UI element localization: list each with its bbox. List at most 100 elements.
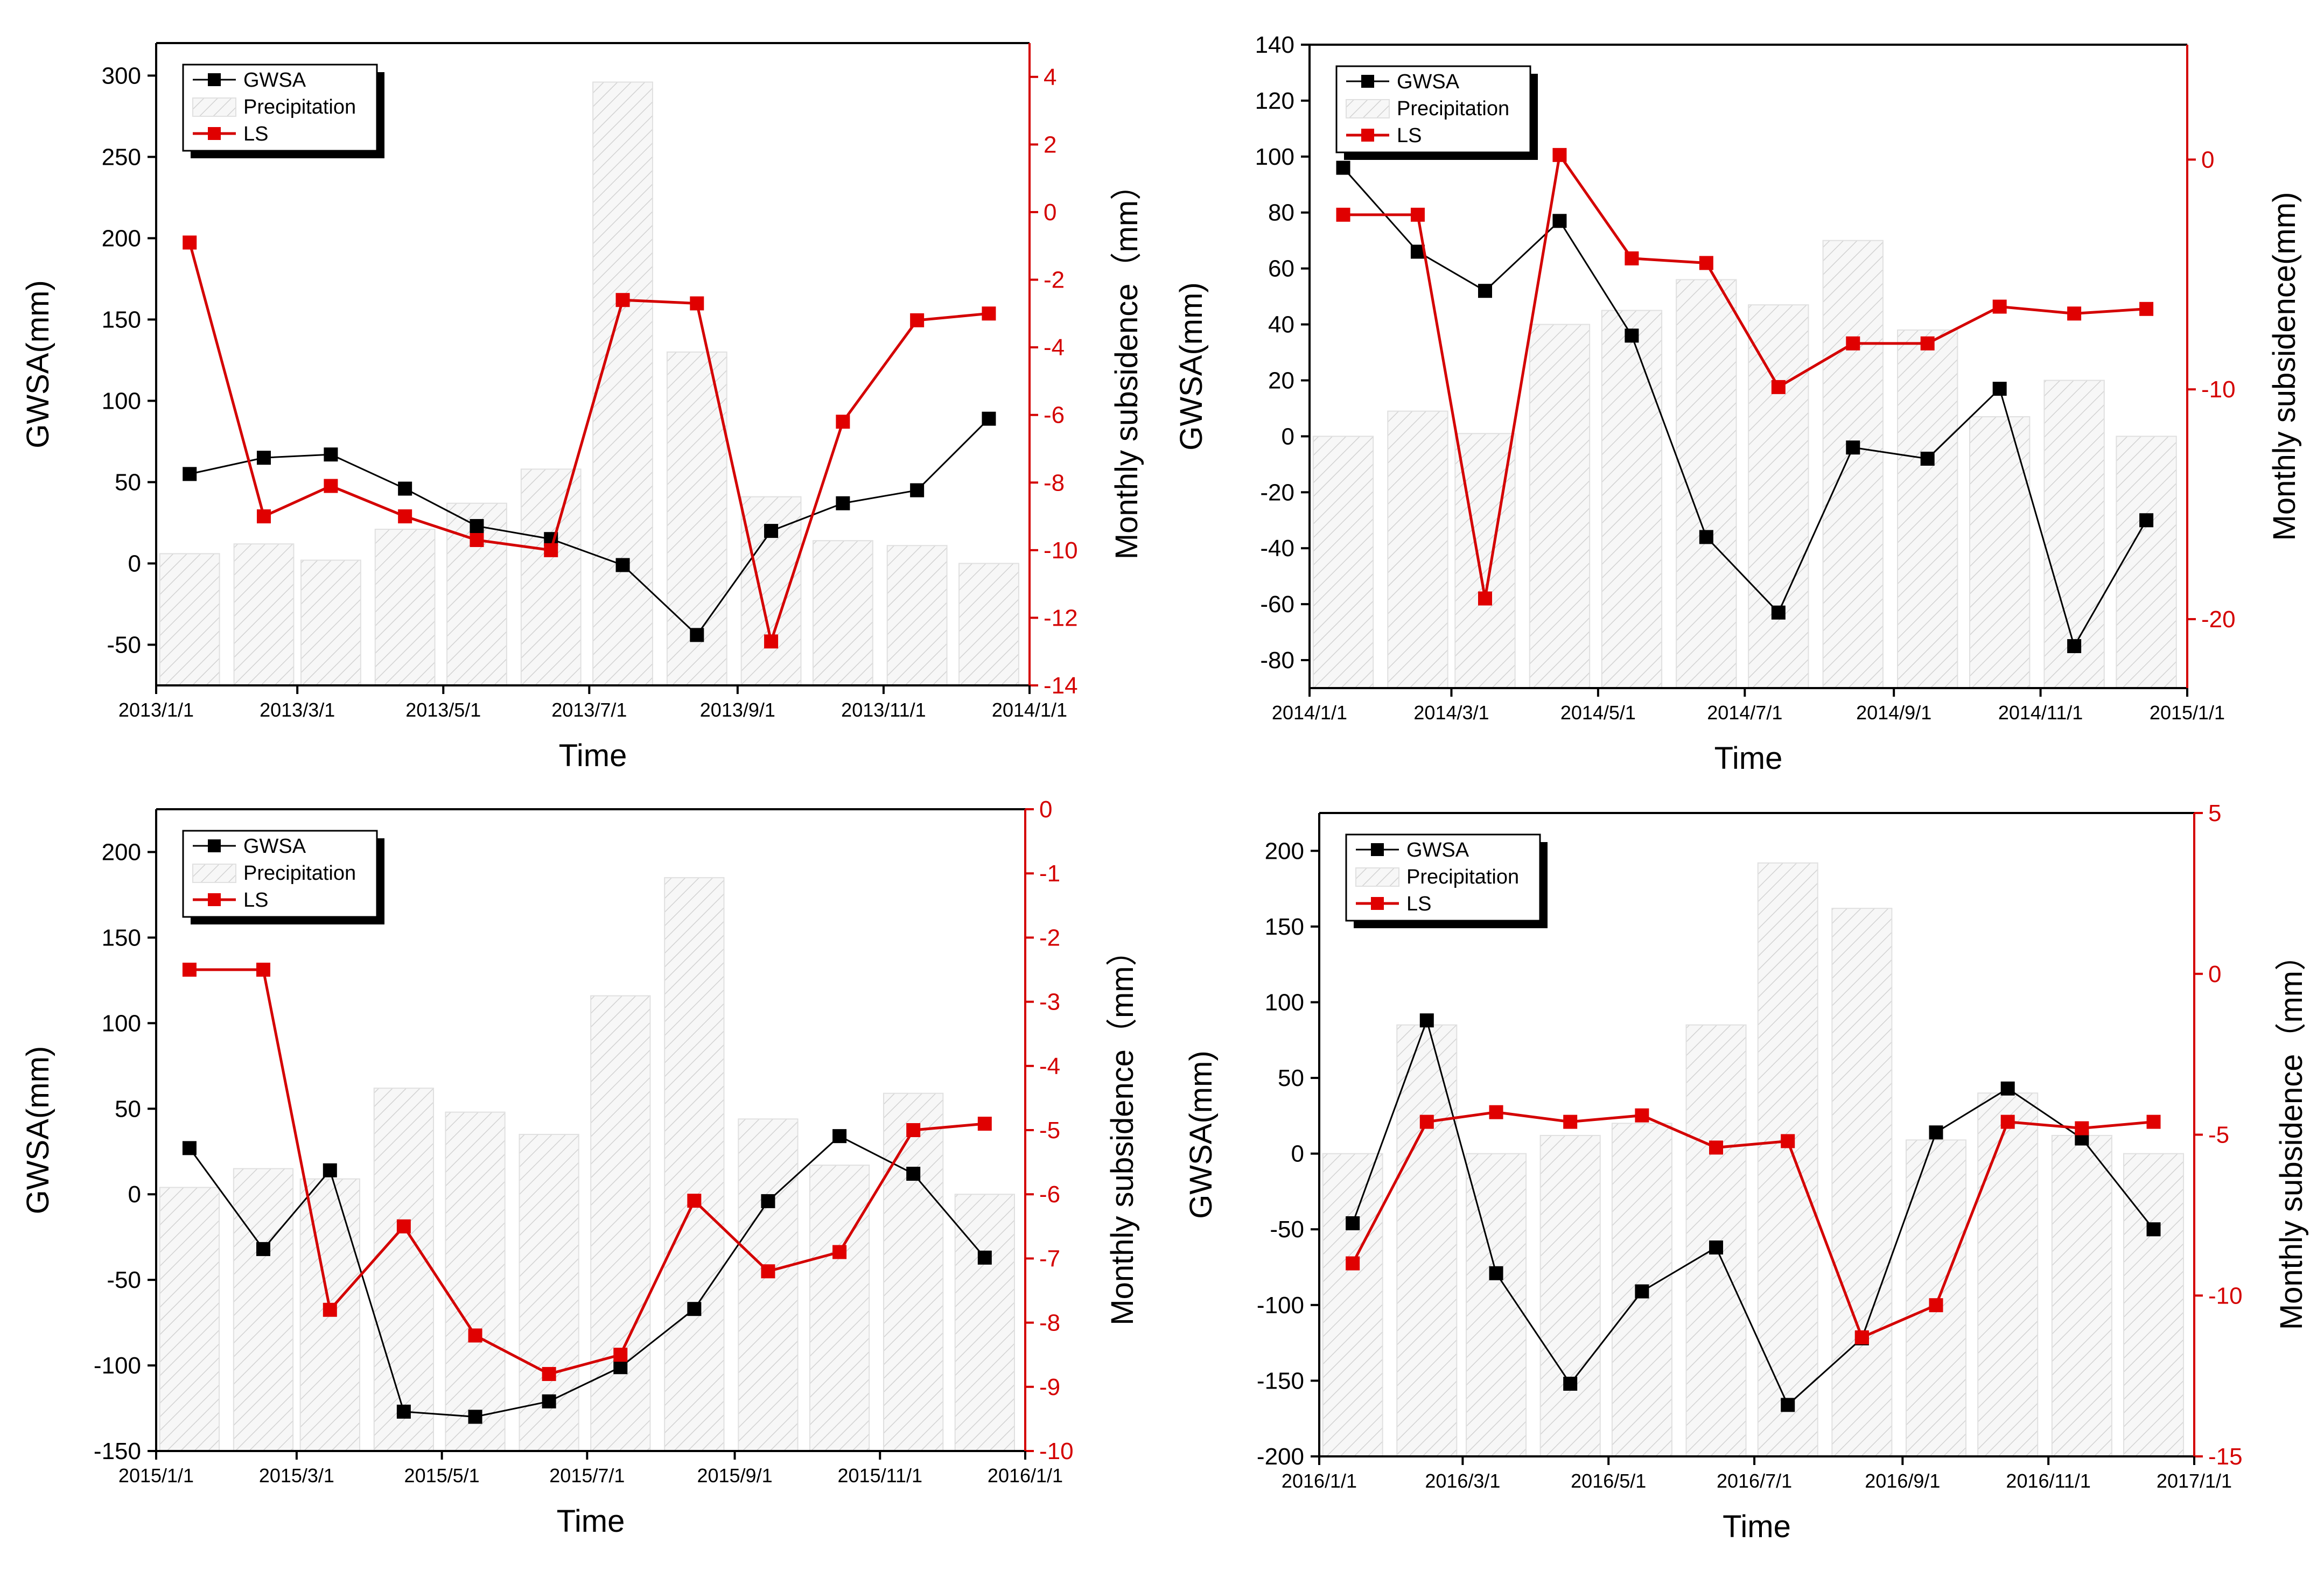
gwsa-point — [324, 447, 338, 462]
ls-point — [470, 533, 484, 548]
gwsa-point — [542, 1394, 556, 1408]
x-tick-label: 2016/5/1 — [1571, 1470, 1646, 1492]
precipitation-bar — [1322, 1153, 1383, 1457]
gwsa-point — [398, 481, 412, 496]
precipitation-bar — [592, 81, 653, 686]
legend-marker-ls — [1371, 897, 1384, 910]
legend-label: Precipitation — [243, 96, 356, 118]
precipitation-bar — [954, 1194, 1015, 1452]
x-tick-label: 2014/5/1 — [1560, 702, 1636, 724]
ls-point — [906, 1123, 921, 1137]
x-tick-label: 2016/1/1 — [988, 1464, 1063, 1487]
chart-panel-2014: -80 -60 -40 -20 0 20 40 60 80 100 120 140 -20 -10 0 201… — [1174, 32, 2302, 776]
left-tick-label: 50 — [115, 469, 141, 495]
ls-point — [544, 543, 558, 557]
ls-point — [396, 1219, 411, 1233]
x-axis-label: Time — [1723, 1509, 1791, 1544]
left-tick-label: 0 — [1282, 423, 1294, 450]
left-tick-label: 60 — [1268, 256, 1294, 282]
precipitation-bar — [2051, 1134, 2112, 1457]
ls-point — [398, 509, 412, 524]
left-tick-label: -100 — [1257, 1292, 1304, 1319]
left-y-axis-label: GWSA(mm) — [1184, 1050, 1219, 1219]
legend-marker-gwsa — [1371, 843, 1384, 856]
ls-point — [1625, 251, 1639, 265]
left-tick-label: 150 — [102, 924, 141, 951]
ls-point — [615, 293, 630, 307]
gwsa-point — [1478, 284, 1492, 298]
precipitation-bar — [445, 1111, 506, 1452]
x-tick-label: 2016/1/1 — [1282, 1470, 1357, 1492]
precipitation-bar — [1312, 436, 1374, 689]
gwsa-point — [1489, 1266, 1503, 1280]
right-tick-label: 2 — [1044, 131, 1056, 158]
ls-series-line — [1343, 151, 2147, 599]
right-tick-label: -1 — [1039, 860, 1060, 887]
left-tick-label: 80 — [1268, 200, 1294, 226]
gwsa-point — [832, 1129, 847, 1144]
ls-point — [982, 306, 996, 321]
left-tick-label: -40 — [1260, 535, 1294, 562]
legend-marker-ls — [1361, 129, 1374, 142]
right-tick-label: -4 — [1039, 1053, 1060, 1080]
gwsa-point — [1625, 328, 1639, 343]
precipitation-bar — [1748, 304, 1809, 689]
legend: GWSA Precipitation LS — [182, 830, 384, 924]
gwsa-point — [2146, 1222, 2161, 1237]
legend-marker-gwsa — [208, 73, 221, 86]
precipitation-bar — [2043, 380, 2105, 689]
left-tick-label: 120 — [1255, 88, 1294, 114]
right-tick-label: -10 — [2208, 1282, 2243, 1309]
gwsa-point — [982, 411, 996, 426]
precipitation-bar — [1897, 329, 1958, 689]
left-y-axis-label: GWSA(mm) — [1174, 282, 1209, 451]
ls-point — [2146, 1115, 2161, 1129]
ls-point — [1854, 1330, 1869, 1344]
x-tick-label: 2015/11/1 — [838, 1464, 922, 1487]
ls-point — [183, 235, 197, 250]
precipitation-bar — [1396, 1024, 1458, 1457]
left-tick-label: 200 — [102, 225, 141, 251]
legend-label: LS — [1406, 893, 1431, 915]
precipitation-bar — [812, 540, 873, 686]
x-tick-label: 2017/1/1 — [2157, 1470, 2232, 1492]
ls-series-line — [189, 968, 985, 1376]
ls-point — [761, 1264, 775, 1279]
ls-point — [910, 313, 925, 327]
precipitation-bar — [1676, 279, 1737, 689]
ls-point — [2139, 302, 2154, 316]
precipitation-bar — [1539, 1134, 1601, 1457]
precipitation-bar — [520, 468, 582, 686]
legend-label: Precipitation — [243, 862, 356, 885]
x-tick-label: 2013/1/1 — [118, 699, 194, 721]
gwsa-point — [687, 1302, 702, 1316]
ls-point — [542, 1366, 556, 1381]
gwsa-point — [836, 496, 850, 510]
ls-point — [323, 1302, 337, 1317]
right-tick-label: -4 — [1044, 334, 1065, 361]
left-tick-label: 40 — [1268, 312, 1294, 338]
gwsa-point — [256, 1242, 270, 1256]
right-tick-label: -3 — [1039, 989, 1060, 1015]
gwsa-point — [1771, 605, 1786, 620]
ls-point — [1709, 1140, 1724, 1155]
ls-point — [832, 1245, 847, 1259]
legend-swatch-precipitation — [1346, 99, 1390, 118]
legend-label: LS — [243, 123, 268, 145]
gwsa-point — [690, 628, 704, 642]
gwsa-point — [1781, 1398, 1795, 1412]
precipitation-bar — [1757, 862, 1818, 1457]
left-tick-label: 100 — [102, 388, 141, 414]
x-tick-label: 2015/1/1 — [2150, 702, 2225, 724]
gwsa-point — [613, 1360, 628, 1375]
gwsa-point — [761, 1194, 775, 1208]
precipitation-bar — [1466, 1153, 1527, 1457]
x-tick-label: 2014/9/1 — [1856, 702, 1931, 724]
precipitation-bar — [300, 559, 361, 686]
right-y-axis-label: Monthly subsidence（mm） — [2274, 940, 2309, 1330]
gwsa-point — [1563, 1377, 1578, 1391]
gwsa-point — [396, 1404, 411, 1419]
ls-point — [1419, 1115, 1434, 1129]
right-tick-label: -10 — [1039, 1438, 1074, 1464]
ls-point — [2000, 1115, 2015, 1129]
